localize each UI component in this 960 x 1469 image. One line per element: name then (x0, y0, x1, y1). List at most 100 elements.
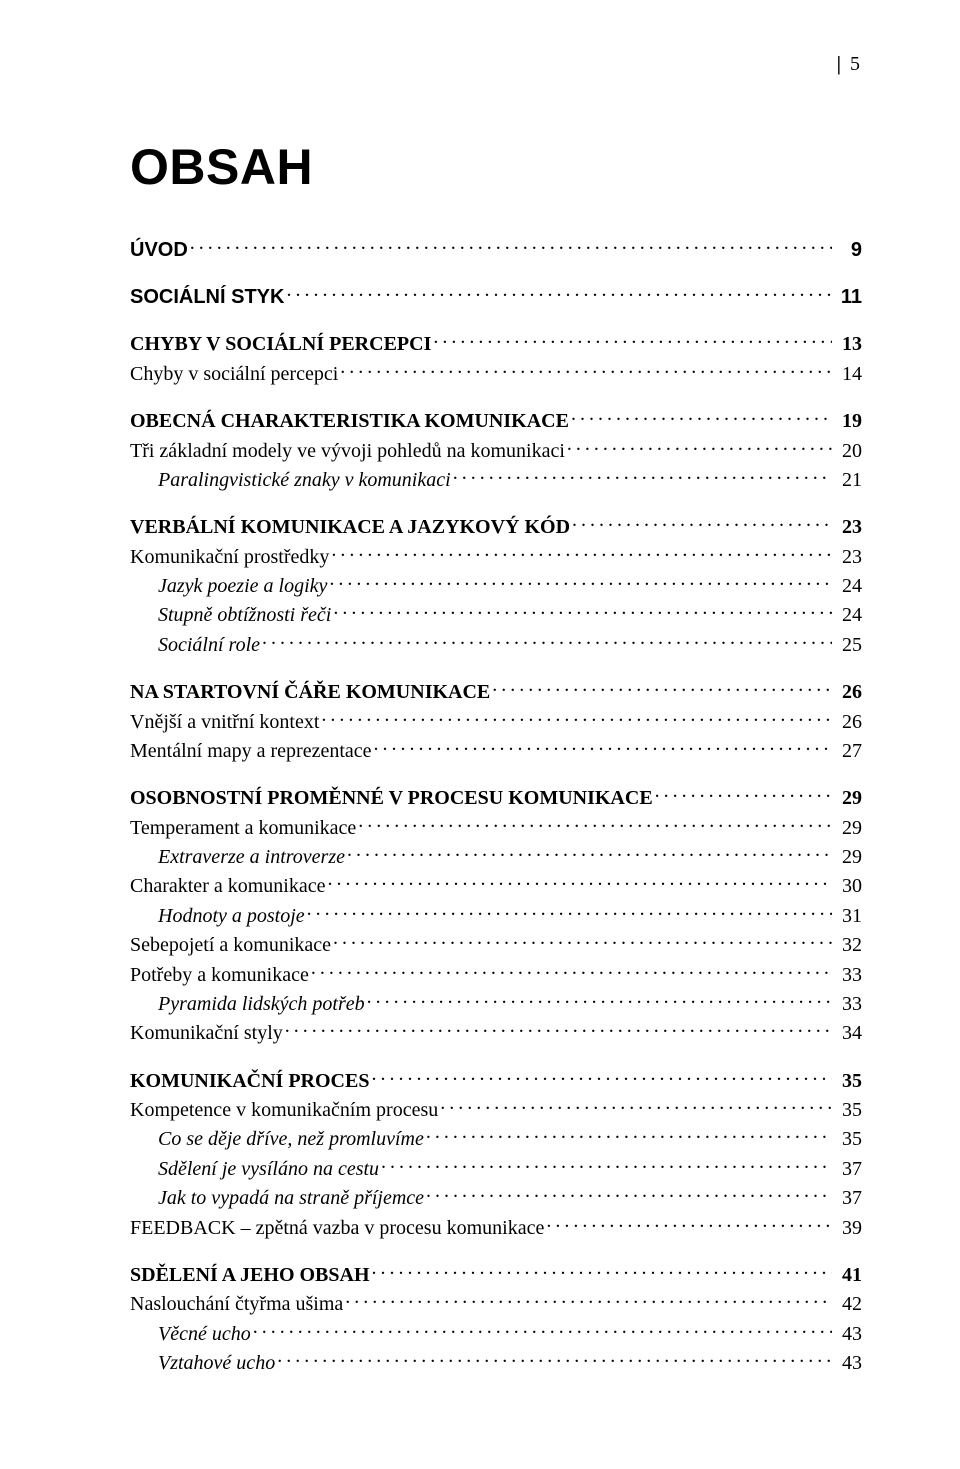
toc-row: Sociální role 25 (130, 630, 862, 659)
toc-row: Tři základní modely ve vývoji pohledů na… (130, 435, 862, 464)
toc-entry-page: 42 (834, 1292, 862, 1317)
toc-row: SDĚLENÍ A JEHO OBSAH 41 (130, 1260, 862, 1289)
toc-row: Stupně obtížnosti řeči24 (130, 600, 862, 629)
toc-leader-dots (655, 784, 832, 804)
toc-row: VERBÁLNÍ KOMUNIKACE A JAZYKOVÝ KÓD23 (130, 512, 862, 541)
toc-row: Věcné ucho 43 (130, 1319, 862, 1348)
toc-entry-label: Potřeby a komunikace (130, 963, 309, 988)
toc-entry-page: 20 (834, 439, 862, 464)
toc-entry-page: 21 (834, 468, 862, 493)
toc-leader-dots (374, 737, 832, 757)
toc-gap (130, 1048, 862, 1066)
toc-entry-label: Jak to vypadá na straně příjemce (158, 1186, 424, 1211)
toc-leader-dots (358, 814, 832, 834)
toc-entry-label: Chyby v sociální percepci (130, 362, 338, 387)
toc-entry-page: 41 (834, 1263, 862, 1288)
toc-entry-label: SDĚLENÍ A JEHO OBSAH (130, 1263, 370, 1288)
toc-entry-label: OSOBNOSTNÍ PROMĚNNÉ V PROCESU KOMUNIKACE (130, 786, 653, 811)
toc-gap (130, 1242, 862, 1260)
toc-entry-page: 43 (834, 1322, 862, 1347)
toc-leader-dots (453, 466, 832, 486)
toc-entry-page: 39 (834, 1216, 862, 1241)
toc-leader-dots (426, 1125, 832, 1145)
toc-entry-label: Komunikační styly (130, 1021, 283, 1046)
page-number-bar: | (837, 53, 841, 75)
toc-leader-dots (371, 1067, 832, 1087)
toc-row: Vnější a vnitřní kontext 26 (130, 706, 862, 735)
toc-entry-label: KOMUNIKAČNÍ PROCES (130, 1069, 369, 1094)
toc-leader-dots (286, 283, 832, 303)
toc-gap (130, 765, 862, 783)
toc-entry-page: 35 (834, 1127, 862, 1152)
toc-entry-page: 23 (834, 545, 862, 570)
toc-entry-page: 26 (834, 680, 862, 705)
toc-entry-page: 35 (834, 1069, 862, 1094)
toc-leader-dots (433, 330, 832, 350)
toc-entry-label: Věcné ucho (158, 1322, 251, 1347)
toc-entry-label: VERBÁLNÍ KOMUNIKACE A JAZYKOVÝ KÓD (130, 515, 570, 540)
toc-entry-page: 29 (834, 816, 862, 841)
toc-leader-dots (340, 360, 832, 380)
toc-gap (130, 311, 862, 329)
toc-entry-label: Pyramida lidských potřeb (158, 992, 365, 1017)
toc-leader-dots (492, 678, 832, 698)
toc-row: Hodnoty a postoje31 (130, 901, 862, 930)
toc-entry-label: Vztahové ucho (158, 1351, 275, 1376)
toc-leader-dots (345, 1290, 832, 1310)
toc-leader-dots (327, 872, 832, 892)
toc-entry-page: 43 (834, 1351, 862, 1376)
toc-row: Mentální mapy a reprezentace27 (130, 736, 862, 765)
toc-entry-label: Naslouchání čtyřma ušima (130, 1292, 343, 1317)
toc-gap (130, 494, 862, 512)
toc-leader-dots (253, 1320, 832, 1340)
toc-leader-dots (311, 961, 832, 981)
toc-entry-label: Tři základní modely ve vývoji pohledů na… (130, 439, 565, 464)
toc-leader-dots (262, 631, 832, 651)
toc-leader-dots (546, 1214, 832, 1234)
toc-entry-page: 27 (834, 739, 862, 764)
toc-row: Jak to vypadá na straně příjemce37 (130, 1183, 862, 1212)
toc-entry-page: 13 (834, 332, 862, 357)
toc-title: OBSAH (130, 136, 862, 199)
toc-entry-label: Vnější a vnitřní kontext (130, 710, 319, 735)
toc-entry-label: FEEDBACK – zpětná vazba v procesu komuni… (130, 1216, 544, 1241)
toc-entry-label: Charakter a komunikace (130, 874, 325, 899)
toc-leader-dots (347, 843, 832, 863)
toc-row: Chyby v sociální percepci 14 (130, 359, 862, 388)
toc-entry-page: 37 (834, 1157, 862, 1182)
toc-entry-page: 9 (834, 238, 862, 263)
toc-entry-label: Paralingvistické znaky v komunikaci (158, 468, 451, 493)
toc-row: Jazyk poezie a logiky24 (130, 571, 862, 600)
toc-entry-page: 24 (834, 603, 862, 628)
toc-row: OSOBNOSTNÍ PROMĚNNÉ V PROCESU KOMUNIKACE… (130, 783, 862, 812)
toc-entry-label: Sociální role (158, 633, 260, 658)
toc-leader-dots (333, 931, 832, 951)
toc-leader-dots (567, 437, 832, 457)
toc-entry-page: 29 (834, 786, 862, 811)
toc-row: Naslouchání čtyřma ušima 42 (130, 1289, 862, 1318)
toc-entry-page: 24 (834, 574, 862, 599)
toc-entry-page: 33 (834, 992, 862, 1017)
toc-row: KOMUNIKAČNÍ PROCES 35 (130, 1066, 862, 1095)
toc-row: Temperament a komunikace29 (130, 813, 862, 842)
toc-row: Charakter a komunikace 30 (130, 871, 862, 900)
toc-leader-dots (307, 902, 832, 922)
toc-entry-label: Sdělení je vysíláno na cestu (158, 1157, 379, 1182)
toc-gap (130, 659, 862, 677)
toc-entry-page: 26 (834, 710, 862, 735)
toc-leader-dots (571, 407, 832, 427)
toc-leader-dots (426, 1184, 832, 1204)
toc-entry-page: 30 (834, 874, 862, 899)
toc-row: Kompetence v komunikačním procesu35 (130, 1095, 862, 1124)
toc-entry-page: 25 (834, 633, 862, 658)
toc-leader-dots (440, 1096, 832, 1116)
toc-row: Sebepojetí a komunikace32 (130, 930, 862, 959)
toc-entry-page: 14 (834, 362, 862, 387)
toc-entry-page: 33 (834, 963, 862, 988)
toc-row: OBECNÁ CHARAKTERISTIKA KOMUNIKACE19 (130, 406, 862, 435)
toc-entry-label: Komunikační prostředky (130, 545, 329, 570)
toc-entry-label: NA STARTOVNÍ ČÁŘE KOMUNIKACE (130, 680, 490, 705)
toc-entry-page: 11 (834, 285, 862, 310)
toc-entry-label: ÚVOD (130, 238, 188, 263)
toc-row: ÚVOD 9 (130, 235, 862, 264)
